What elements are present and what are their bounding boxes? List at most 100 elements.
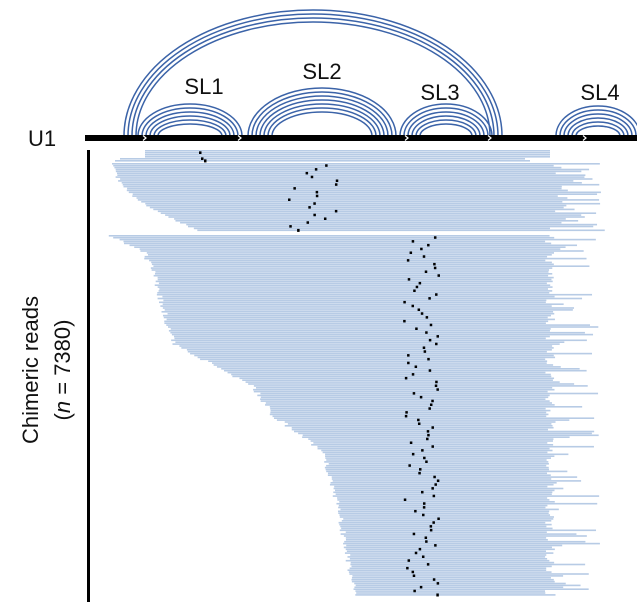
junction bbox=[407, 354, 410, 358]
junction bbox=[403, 300, 406, 304]
junction bbox=[335, 179, 339, 183]
junction bbox=[435, 342, 438, 346]
read bbox=[322, 451, 548, 454]
junction bbox=[419, 585, 423, 589]
read bbox=[221, 368, 580, 370]
junction bbox=[433, 262, 436, 266]
arc bbox=[131, 17, 495, 137]
junction bbox=[422, 513, 425, 517]
read bbox=[345, 548, 555, 551]
read bbox=[171, 339, 587, 342]
junction bbox=[323, 217, 327, 221]
junction bbox=[437, 517, 440, 521]
junction bbox=[413, 589, 416, 593]
read bbox=[170, 331, 585, 334]
read bbox=[108, 235, 550, 237]
read bbox=[153, 265, 590, 267]
read bbox=[343, 518, 554, 520]
read bbox=[327, 472, 548, 475]
read bbox=[337, 499, 550, 501]
read bbox=[334, 489, 555, 492]
read bbox=[329, 483, 554, 486]
read bbox=[197, 356, 556, 359]
junction bbox=[412, 532, 416, 536]
junction bbox=[422, 255, 426, 259]
read bbox=[313, 442, 548, 444]
read bbox=[157, 292, 550, 294]
junction bbox=[415, 285, 419, 289]
read bbox=[139, 248, 561, 250]
read bbox=[151, 263, 554, 266]
junction bbox=[288, 198, 291, 202]
junction bbox=[433, 266, 437, 270]
junction bbox=[429, 528, 433, 532]
read bbox=[348, 571, 552, 573]
junction bbox=[414, 509, 417, 513]
junction bbox=[421, 555, 425, 559]
read bbox=[166, 324, 590, 326]
read bbox=[186, 223, 598, 226]
junction bbox=[411, 570, 415, 574]
read bbox=[353, 588, 589, 590]
junction bbox=[199, 151, 202, 155]
arc bbox=[399, 103, 493, 137]
junction bbox=[429, 323, 433, 327]
junction bbox=[424, 536, 428, 540]
junction bbox=[428, 369, 432, 373]
count: = 7380) bbox=[50, 320, 75, 401]
read bbox=[350, 561, 555, 564]
junction bbox=[428, 297, 431, 301]
read bbox=[175, 341, 565, 343]
read bbox=[356, 592, 546, 594]
read bbox=[349, 573, 589, 575]
read bbox=[260, 398, 546, 400]
read bbox=[174, 337, 546, 340]
junction bbox=[436, 593, 439, 597]
read bbox=[330, 482, 557, 484]
read bbox=[339, 529, 597, 532]
junction bbox=[406, 259, 410, 263]
read bbox=[173, 335, 550, 338]
junction bbox=[418, 281, 422, 285]
read bbox=[168, 326, 599, 328]
read bbox=[355, 594, 556, 596]
junction bbox=[325, 164, 328, 168]
read bbox=[338, 512, 549, 514]
read bbox=[333, 491, 553, 494]
read bbox=[154, 284, 551, 286]
junction bbox=[418, 471, 421, 475]
read bbox=[352, 575, 564, 577]
arc bbox=[135, 21, 491, 137]
read bbox=[117, 172, 556, 175]
arc bbox=[153, 119, 227, 137]
junction bbox=[404, 414, 408, 418]
read bbox=[343, 535, 587, 537]
junction bbox=[432, 578, 436, 582]
junction bbox=[308, 206, 311, 210]
read bbox=[168, 330, 550, 332]
read bbox=[172, 343, 560, 345]
read bbox=[302, 434, 599, 437]
reads bbox=[108, 150, 605, 597]
read bbox=[345, 559, 550, 562]
read bbox=[160, 212, 597, 214]
junction bbox=[405, 411, 408, 415]
read bbox=[165, 214, 582, 216]
junction bbox=[334, 209, 338, 213]
read bbox=[121, 182, 582, 184]
chevron bbox=[487, 135, 492, 141]
read bbox=[265, 404, 555, 406]
read bbox=[150, 267, 553, 269]
junction bbox=[425, 540, 428, 544]
junction bbox=[433, 475, 436, 479]
read bbox=[325, 468, 550, 471]
junction bbox=[417, 422, 421, 426]
junction bbox=[403, 319, 406, 323]
stem-loop-label: SL2 bbox=[302, 59, 341, 84]
read bbox=[239, 377, 555, 380]
junction bbox=[204, 159, 207, 163]
read bbox=[231, 373, 551, 376]
read bbox=[332, 495, 600, 497]
read bbox=[326, 459, 547, 461]
